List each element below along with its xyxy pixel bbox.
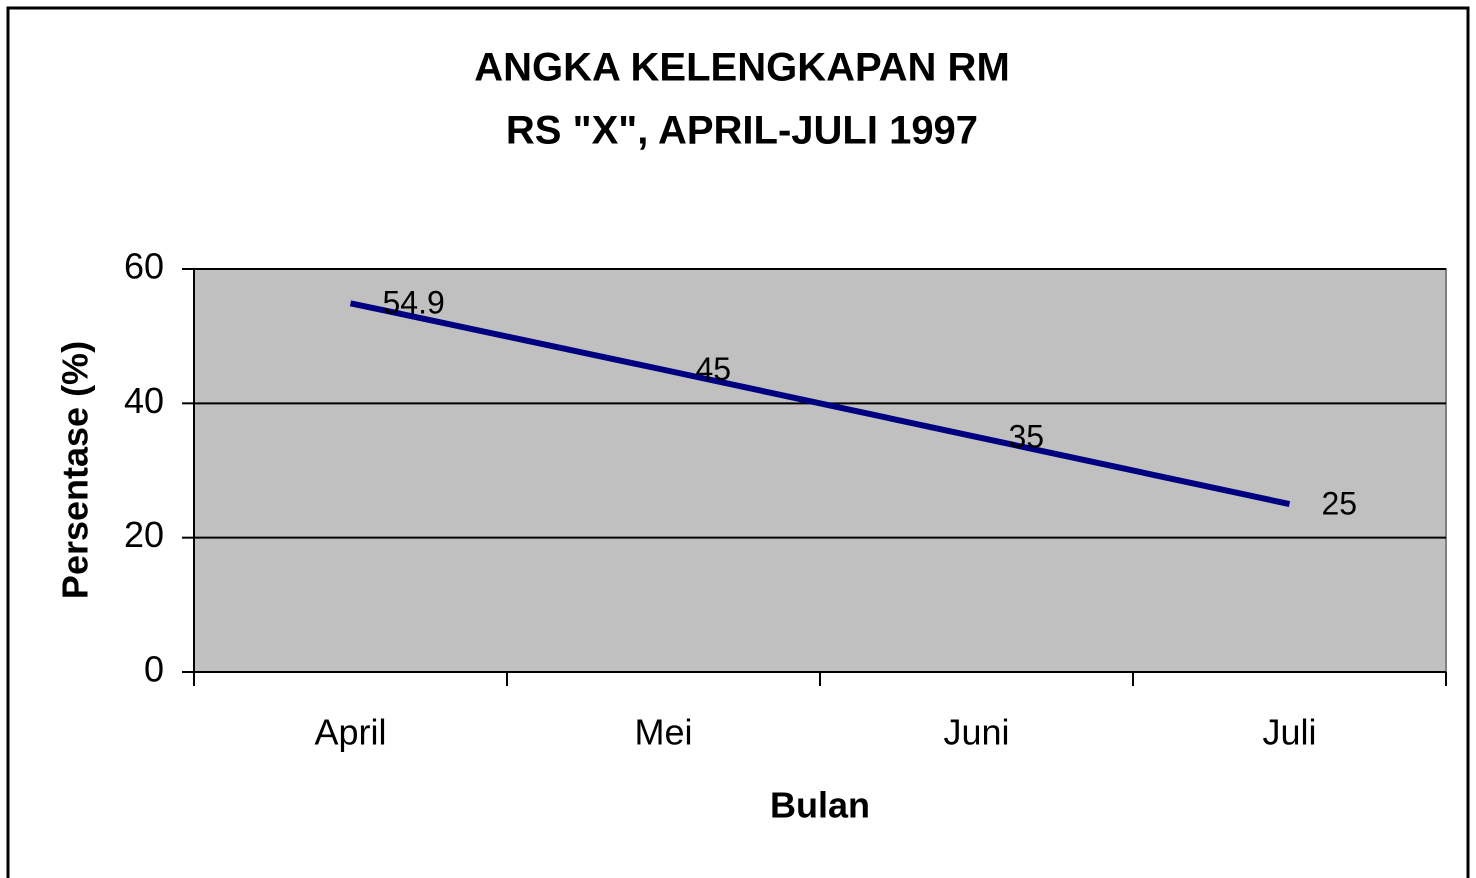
data-label: 35: [1009, 418, 1045, 454]
chart-title: ANGKA KELENGKAPAN RM: [474, 46, 1010, 90]
y-axis-label: Persentase (%): [55, 341, 96, 599]
y-tick-label: 40: [124, 380, 164, 421]
chart-subtitle: RS "X", APRIL-JULI 1997: [506, 109, 978, 153]
y-tick-label: 20: [124, 514, 164, 555]
data-label: 45: [696, 351, 732, 387]
x-tick-label: April: [314, 712, 386, 753]
x-tick-label: Juli: [1262, 712, 1316, 753]
y-tick-label: 0: [144, 649, 164, 690]
data-line: [349, 300, 1291, 508]
x-tick-label: Juni: [943, 712, 1009, 753]
y-tick-label: 60: [124, 246, 164, 287]
data-label: 54.9: [383, 285, 445, 321]
plot-area: [193, 268, 1447, 673]
x-axis-label: Bulan: [770, 785, 870, 826]
x-tick-label: Mei: [634, 712, 692, 753]
data-label: 25: [1322, 486, 1358, 522]
